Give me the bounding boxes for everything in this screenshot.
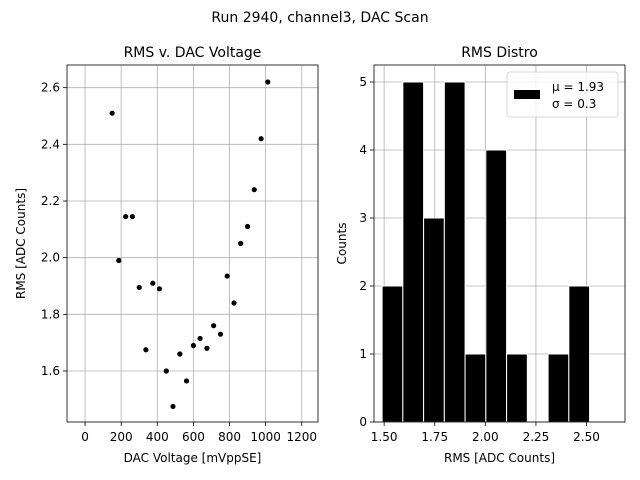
histogram-x-ticks: 1.50 1.75 2.00 2.25 2.50 bbox=[371, 422, 600, 444]
legend-frame bbox=[506, 71, 619, 118]
scatter-point bbox=[211, 323, 217, 329]
histogram-bar bbox=[464, 353, 487, 423]
scatter-point bbox=[197, 335, 203, 342]
histogram-bar bbox=[381, 285, 404, 423]
scatter-chart: 0 200 400 600 800 1000 1200 1.6 1.8 2.0 2.2 2.4 2.6… bbox=[14, 45, 319, 465]
scatter-axes-frame bbox=[66, 64, 319, 423]
legend-sigma-label: σ = 0.3 bbox=[552, 97, 596, 111]
scatter-x-axis-label: DAC Voltage [mVppSE] bbox=[124, 451, 262, 465]
scatter-point bbox=[258, 136, 264, 142]
scatter-point bbox=[170, 403, 176, 410]
scatter-y-tick-label: 2.4 bbox=[41, 137, 60, 151]
scatter-point bbox=[123, 213, 129, 220]
scatter-title: RMS v. DAC Voltage bbox=[124, 45, 262, 61]
histogram-y-tick-label: 1 bbox=[359, 347, 367, 361]
histogram-y-tick-label: 2 bbox=[359, 279, 367, 293]
scatter-point bbox=[204, 345, 210, 351]
scatter-y-tick-label: 1.6 bbox=[41, 364, 60, 378]
scatter-points bbox=[109, 79, 271, 410]
histogram-x-tick-label: 1.75 bbox=[421, 430, 448, 444]
histogram-y-tick-label: 3 bbox=[359, 211, 367, 225]
histogram-bar bbox=[547, 353, 570, 423]
scatter-x-tick-label: 800 bbox=[218, 430, 241, 444]
histogram-legend: μ = 1.93 σ = 0.3 bbox=[506, 71, 619, 118]
histogram-y-tick-label: 0 bbox=[359, 415, 367, 429]
legend-swatch bbox=[514, 90, 540, 99]
histogram-title: RMS Distro bbox=[461, 45, 538, 61]
legend-mean-label: μ = 1.93 bbox=[552, 80, 604, 94]
scatter-point bbox=[217, 331, 224, 337]
scatter-point bbox=[251, 187, 257, 193]
scatter-y-axis-label: RMS [ADC Counts] bbox=[14, 188, 28, 299]
scatter-point bbox=[231, 300, 237, 306]
scatter-x-tick-label: 600 bbox=[182, 430, 205, 444]
scatter-x-ticks: 0 200 400 600 800 1000 1200 bbox=[81, 422, 317, 444]
scatter-y-tick-label: 2.2 bbox=[41, 194, 60, 208]
scatter-y-tick-label: 2.0 bbox=[41, 251, 60, 265]
histogram-bar bbox=[402, 81, 425, 423]
scatter-point bbox=[177, 351, 183, 357]
scatter-point bbox=[143, 347, 149, 353]
histogram-x-tick-label: 2.25 bbox=[523, 430, 550, 444]
figure-suptitle: Run 2940, channel3, DAC Scan bbox=[211, 10, 428, 26]
scatter-y-tick-label: 2.6 bbox=[41, 81, 60, 95]
histogram-y-axis-label: Counts bbox=[335, 223, 349, 265]
histogram-bar bbox=[506, 353, 528, 423]
scatter-point bbox=[183, 378, 190, 384]
histogram-y-tick-label: 4 bbox=[359, 143, 367, 157]
histogram-chart: 1.50 1.75 2.00 2.25 2.50 0 1 2 3 4 5 RMS Distro R… bbox=[335, 45, 626, 465]
scatter-point bbox=[116, 257, 122, 264]
histogram-y-ticks: 0 1 2 3 4 5 bbox=[359, 75, 374, 429]
scatter-x-tick-label: 0 bbox=[81, 430, 89, 444]
scatter-point bbox=[136, 284, 142, 291]
scatter-point bbox=[109, 110, 115, 116]
scatter-y-ticks: 1.6 1.8 2.0 2.2 2.4 2.6 bbox=[41, 81, 67, 378]
scatter-point bbox=[150, 280, 156, 286]
histogram-y-tick-label: 5 bbox=[359, 75, 367, 89]
scatter-x-tick-label: 400 bbox=[146, 430, 169, 444]
scatter-y-tick-label: 1.8 bbox=[41, 307, 60, 321]
histogram-bar bbox=[443, 81, 466, 423]
histogram-bar bbox=[568, 285, 591, 423]
histogram-x-tick-label: 2.00 bbox=[472, 430, 499, 444]
histogram-bar bbox=[485, 149, 508, 423]
histogram-x-tick-label: 1.50 bbox=[371, 430, 398, 444]
scatter-point bbox=[129, 213, 135, 220]
histogram-axes-frame bbox=[373, 64, 626, 423]
scatter-gridlines bbox=[67, 65, 318, 422]
scatter-point bbox=[238, 240, 244, 247]
histogram-bar bbox=[423, 217, 445, 423]
histogram-bars bbox=[381, 81, 591, 423]
scatter-point bbox=[190, 342, 197, 349]
scatter-x-tick-label: 1200 bbox=[286, 430, 317, 444]
histogram-x-tick-label: 2.50 bbox=[573, 430, 600, 444]
scatter-x-tick-label: 1000 bbox=[250, 430, 281, 444]
scatter-point bbox=[163, 368, 169, 374]
scatter-point bbox=[244, 223, 251, 230]
histogram-x-axis-label: RMS [ADC Counts] bbox=[444, 451, 555, 465]
scatter-x-tick-label: 200 bbox=[110, 430, 133, 444]
scatter-point bbox=[224, 273, 230, 279]
scatter-point bbox=[265, 79, 271, 85]
scatter-point bbox=[156, 286, 163, 292]
